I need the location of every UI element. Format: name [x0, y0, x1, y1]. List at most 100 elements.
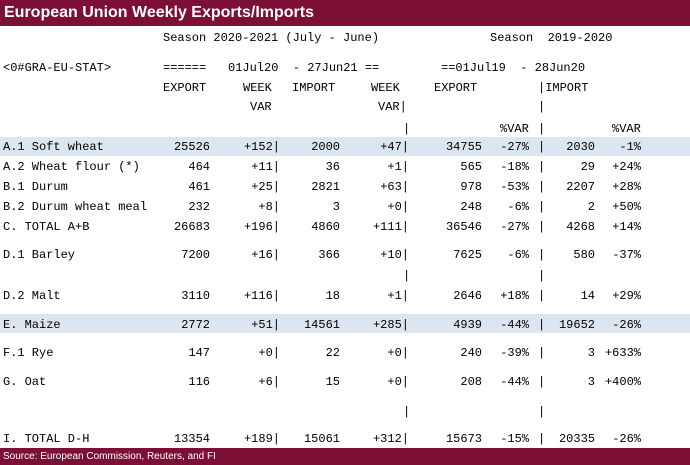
cell-week-var: +8|: [258, 200, 280, 214]
cell-pct-var2: +29%: [612, 289, 641, 303]
cell-week-var2: +0|: [387, 375, 409, 389]
cell-import-prev: 2: [587, 200, 595, 214]
column-separator: |: [538, 248, 546, 262]
cell-week-var2: +63|: [380, 180, 409, 194]
row-label: G. Oat: [3, 375, 47, 389]
eq-marks: ======: [163, 61, 207, 75]
pct-var-header: %VAR: [500, 122, 529, 136]
cell-import-prev: 14: [580, 289, 595, 303]
cell-pct-var2: -1%: [619, 140, 641, 154]
cell-week-var: +189|: [243, 432, 280, 446]
col-export-header: EXPORT: [163, 81, 207, 95]
cell-import: 22: [325, 346, 340, 360]
row-label: A.2 Wheat flour (*): [3, 160, 140, 174]
highlight-band-maize: [0, 314, 690, 333]
cell-import: 2000: [311, 140, 340, 154]
cell-week-var: +6|: [258, 375, 280, 389]
separator: |: [538, 269, 546, 283]
cell-week-var2: +10|: [380, 248, 409, 262]
col-pipe-mid: |: [403, 122, 411, 136]
cell-week-var: +152|: [243, 140, 280, 154]
cell-pct-var: +18%: [500, 289, 529, 303]
col-var2-header: VAR|: [378, 100, 407, 114]
column-separator: |: [538, 375, 546, 389]
cell-pct-var2: -37%: [612, 248, 641, 262]
col-week-header: WEEK: [243, 81, 272, 95]
season-previous-label: Season 2019-2020: [490, 31, 613, 45]
cell-week-var: +196|: [243, 220, 280, 234]
cell-import: 3: [332, 200, 340, 214]
cell-week-var: +116|: [243, 289, 280, 303]
cell-import: 4860: [311, 220, 340, 234]
col-export-prev-header: EXPORT: [434, 81, 478, 95]
column-separator: |: [538, 140, 546, 154]
row-label: D.1 Barley: [3, 248, 76, 262]
cell-week-var: +11|: [251, 160, 280, 174]
column-separator: |: [538, 289, 546, 303]
cell-week-var2: +0|: [387, 346, 409, 360]
cell-week-var2: +1|: [387, 160, 409, 174]
pct-var2-header: %VAR: [612, 122, 641, 136]
column-separator: |: [538, 346, 546, 360]
cell-import: 36: [325, 160, 340, 174]
cell-pct-var2: +24%: [612, 160, 641, 174]
cell-pct-var: -27%: [500, 140, 529, 154]
cell-import-prev: 4268: [566, 220, 595, 234]
row-label: I. TOTAL D-H: [3, 432, 90, 446]
page-title: European Union Weekly Exports/Imports: [0, 0, 690, 26]
ric-code[interactable]: <0#GRA-EU-STAT>: [3, 61, 112, 75]
cell-export: 7200: [181, 248, 210, 262]
cell-export: 25526: [173, 140, 210, 154]
row-label: B.1 Durum: [3, 180, 68, 194]
cell-pct-var2: +633%: [604, 346, 641, 360]
cell-export-prev: 208: [460, 375, 482, 389]
cell-import: 366: [318, 248, 340, 262]
col-pipe-top: |: [538, 100, 546, 114]
col-var-header: VAR: [250, 100, 272, 114]
cell-week-var2: +285|: [372, 318, 409, 332]
cell-export-prev: 248: [460, 200, 482, 214]
cell-import: 15: [325, 375, 340, 389]
cell-pct-var: -53%: [500, 180, 529, 194]
cell-export-prev: 15673: [445, 432, 482, 446]
cell-pct-var: -6%: [507, 200, 529, 214]
cell-export-prev: 2646: [453, 289, 482, 303]
cell-week-var2: +0|: [387, 200, 409, 214]
cell-export: 2772: [181, 318, 210, 332]
separator: |: [538, 405, 546, 419]
cell-pct-var2: -26%: [612, 318, 641, 332]
cell-export: 3110: [181, 289, 210, 303]
cell-week-var: +16|: [251, 248, 280, 262]
row-label: E. Maize: [3, 318, 61, 332]
cell-pct-var2: +50%: [612, 200, 641, 214]
cell-import: 15061: [303, 432, 340, 446]
cell-pct-var2: +14%: [612, 220, 641, 234]
period-previous: ==01Jul19 - 28Jun20: [441, 61, 586, 75]
cell-pct-var: -39%: [500, 346, 529, 360]
cell-import-prev: 29: [580, 160, 595, 174]
cell-week-var2: +1|: [387, 289, 409, 303]
cell-export-prev: 4939: [453, 318, 482, 332]
cell-import-prev: 2207: [566, 180, 595, 194]
column-separator: |: [538, 160, 546, 174]
column-separator: |: [538, 318, 546, 332]
cell-pct-var: -6%: [507, 248, 529, 262]
cell-pct-var: -44%: [500, 318, 529, 332]
cell-import-prev: 580: [573, 248, 595, 262]
separator: |: [403, 405, 411, 419]
cell-pct-var: -15%: [500, 432, 529, 446]
cell-import: 18: [325, 289, 340, 303]
cell-export-prev: 34755: [445, 140, 482, 154]
period-current: 01Jul20 - 27Jun21 ==: [228, 61, 380, 75]
column-separator: |: [538, 180, 546, 194]
cell-export: 461: [188, 180, 210, 194]
cell-export-prev: 978: [460, 180, 482, 194]
cell-export-prev: 565: [460, 160, 482, 174]
cell-export: 147: [188, 346, 210, 360]
cell-import: 2821: [311, 180, 340, 194]
cell-import-prev: 20335: [558, 432, 595, 446]
row-label: C. TOTAL A+B: [3, 220, 90, 234]
column-separator: |: [538, 432, 546, 446]
cell-export: 116: [188, 375, 210, 389]
cell-import: 14561: [303, 318, 340, 332]
